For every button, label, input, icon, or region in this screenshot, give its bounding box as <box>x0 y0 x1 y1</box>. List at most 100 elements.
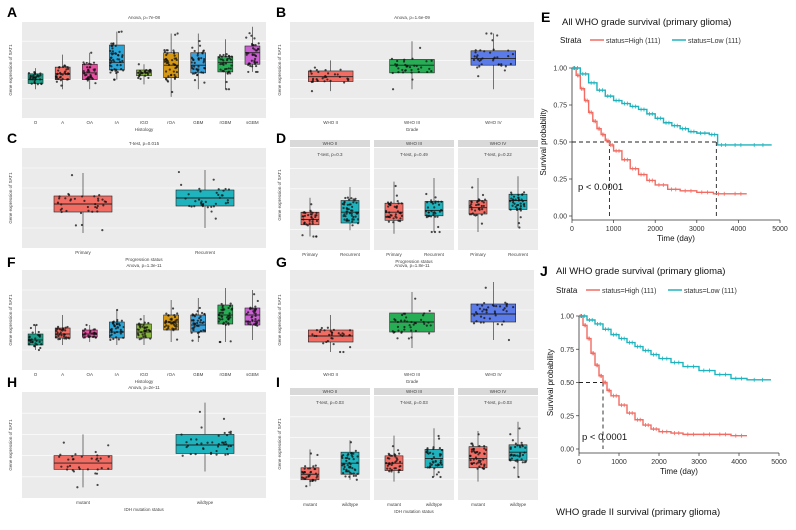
box-H-point <box>222 417 226 420</box>
box-H-point <box>71 455 74 458</box>
box-C-point <box>198 187 201 190</box>
box-F-point <box>82 336 85 339</box>
box-G-point <box>493 310 496 313</box>
panel-label-H: H <box>7 374 17 390</box>
box-A-point <box>110 68 114 72</box>
box-D-facet-2-point <box>514 198 517 201</box>
y-tick-label: 0.75 <box>553 103 567 110</box>
box-I-facet-0-point <box>349 441 353 444</box>
box-F-point <box>254 305 257 308</box>
box-H-point <box>180 433 183 436</box>
box-A-point <box>65 68 68 71</box>
box-F-point <box>255 320 258 323</box>
box-A-xtick-label: OA <box>87 120 94 125</box>
box-F-point <box>82 329 85 332</box>
box-G-xtick-label: WHO IV <box>485 372 502 377</box>
box-D-facet-1-point <box>394 184 397 188</box>
box-H-point <box>206 441 209 444</box>
box-A-point <box>173 54 176 57</box>
box-F-point <box>55 329 58 332</box>
box-F-point <box>165 328 168 331</box>
box-G-point <box>498 305 502 308</box>
box-B-point <box>479 49 482 52</box>
box-H-point <box>100 467 103 470</box>
y-axis-label-D: Gene expression of SAT1 <box>277 169 282 221</box>
box-I-facet-0-point <box>355 478 358 481</box>
box-B-point <box>489 51 492 54</box>
box-I-facet-1-point <box>437 437 441 440</box>
box-D-facet-2-point <box>470 213 473 216</box>
box-B-point <box>492 59 495 62</box>
box-C-point <box>69 199 72 202</box>
box-A-point <box>203 57 206 61</box>
box-A-point <box>37 75 40 78</box>
box-B-point <box>474 51 477 54</box>
box-D-facet-1-point <box>397 219 400 222</box>
box-H-point <box>225 443 228 446</box>
box-D-facet-0-point <box>345 206 348 210</box>
box-I-facet-0-point <box>344 470 348 473</box>
box-I-facet-0-point <box>354 468 357 472</box>
box-F-point <box>56 325 60 329</box>
box-C-point <box>184 197 187 200</box>
box-C-point <box>224 187 227 191</box>
box-G-point <box>473 314 476 317</box>
box-A-point <box>166 79 169 82</box>
box-D-facet-0-point <box>351 220 354 223</box>
box-F-point <box>116 308 119 312</box>
box-I-facet-2-xtick-label: wildtype <box>510 502 527 507</box>
box-D-facet-2-point <box>517 196 520 199</box>
box-B-point <box>413 64 416 67</box>
box-F-point <box>249 323 252 326</box>
box-A-point <box>200 71 203 74</box>
box-F-point <box>63 337 66 340</box>
facet-strip <box>290 140 370 147</box>
box-I-facet-2-point <box>514 454 517 457</box>
y-axis-label-A: Gene expression of SAT1 <box>8 44 13 96</box>
box-F-xtick-label: GBM <box>193 372 204 377</box>
box-A-point <box>220 55 223 58</box>
box-C-point <box>212 178 215 181</box>
box-F-point <box>137 323 140 326</box>
box-I-facet-1-point <box>439 461 442 464</box>
box-H-point <box>58 455 61 458</box>
box-I-facet-0-point <box>345 459 348 462</box>
box-I-facet-1-point <box>391 445 395 448</box>
box-A-point <box>33 76 36 79</box>
box-I-facet-2-point <box>517 475 520 479</box>
facet-title: T-test, p=0.03 <box>316 400 344 405</box>
box-D-facet-2-point <box>522 191 526 194</box>
box-C-point <box>197 198 201 201</box>
box-G-point <box>483 316 486 320</box>
panel-label-F: F <box>7 254 16 270</box>
box-D-facet-0-point <box>311 220 314 223</box>
box-C-point <box>58 195 61 198</box>
box-H-point <box>107 444 110 447</box>
box-C-point <box>96 210 99 213</box>
box-A-point <box>117 30 121 34</box>
x-axis-label-E: Time (day) <box>657 234 695 243</box>
box-F-xtick-label: rA <box>115 372 120 377</box>
box-A-point <box>218 54 222 57</box>
survival-curve-low <box>572 67 772 146</box>
box-F-point <box>143 332 146 335</box>
survival-title-J: All WHO grade survival (primary glioma) <box>556 266 725 277</box>
box-A-point <box>114 52 117 55</box>
box-A-point <box>226 72 229 75</box>
x-tick-label: 0 <box>570 226 574 233</box>
box-F-point <box>218 314 221 317</box>
box-G-point <box>479 321 482 324</box>
box-B-point <box>480 63 483 66</box>
box-F-point <box>247 311 250 314</box>
box-B-point <box>479 58 483 61</box>
box-A-point <box>257 42 260 45</box>
box-I-facet-2-point <box>471 444 475 447</box>
box-A-point <box>254 64 258 68</box>
box-F-point <box>221 304 224 307</box>
box-C-point <box>210 205 213 209</box>
box-F-point <box>146 326 149 329</box>
facet-strip-label: WHO IV <box>490 389 507 394</box>
facet-title: T-test, p=0.49 <box>400 152 428 157</box>
box-C-point <box>177 170 181 174</box>
box-D-facet-1-point <box>436 215 439 218</box>
